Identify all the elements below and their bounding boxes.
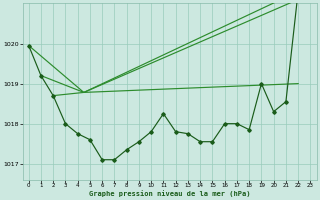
X-axis label: Graphe pression niveau de la mer (hPa): Graphe pression niveau de la mer (hPa)	[89, 190, 250, 197]
